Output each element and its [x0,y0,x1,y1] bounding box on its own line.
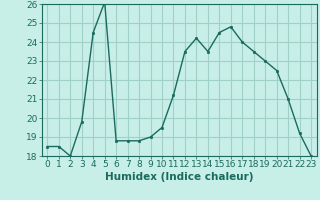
X-axis label: Humidex (Indice chaleur): Humidex (Indice chaleur) [105,172,253,182]
